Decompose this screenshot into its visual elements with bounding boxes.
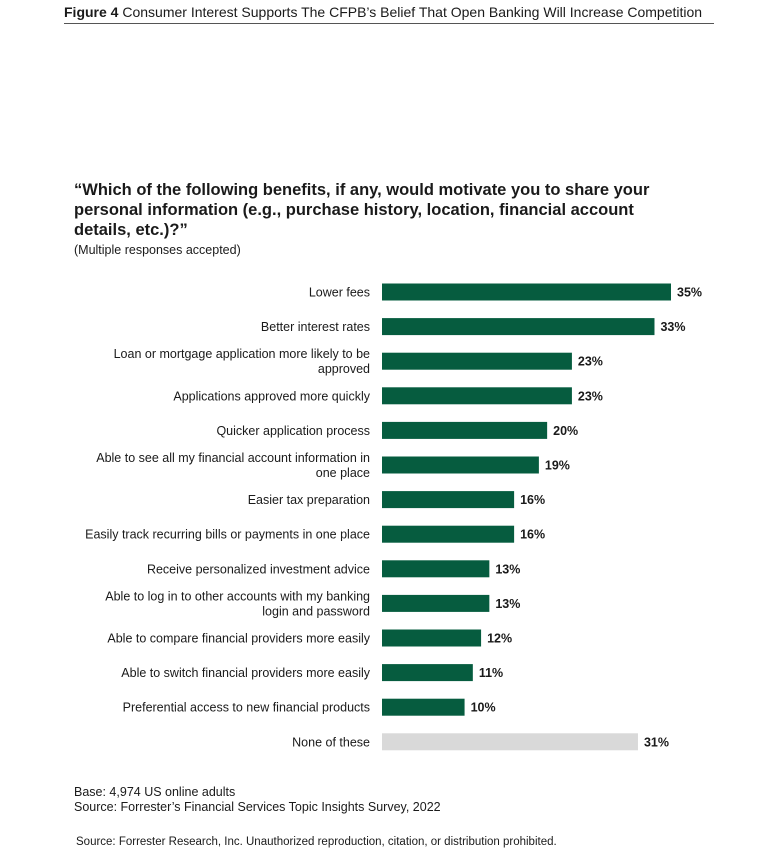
- value-label-1: 33%: [660, 320, 685, 334]
- category-label-5-line-0: Able to see all my financial account inf…: [96, 451, 370, 465]
- category-label-11: Able to switch financial providers more …: [121, 666, 370, 680]
- category-label-3: Applications approved more quickly: [173, 389, 370, 403]
- bar-11: [382, 664, 473, 682]
- bar-3: [382, 387, 572, 405]
- base-source-block: Base: 4,974 US online adults Source: For…: [74, 785, 441, 815]
- category-label-2-line-1: approved: [318, 362, 370, 376]
- figure-title-text: Consumer Interest Supports The CFPB’s Be…: [122, 4, 703, 20]
- survey-source: Source: Forrester’s Financial Services T…: [74, 800, 441, 814]
- bar-6: [382, 491, 515, 509]
- category-label-0: Lower fees: [309, 286, 370, 300]
- bar-9: [382, 594, 490, 612]
- value-label-6: 16%: [520, 493, 545, 507]
- category-label-5-line-1: one place: [316, 466, 370, 480]
- footer-source: Source: Forrester Research, Inc. Unautho…: [76, 836, 557, 848]
- bar-chart: 35% Lower fees 33% Better interest rates 23%…: [85, 283, 702, 751]
- bar-8: [382, 560, 490, 578]
- value-label-3: 23%: [578, 389, 603, 403]
- category-label-12: Preferential access to new financial pro…: [123, 701, 370, 715]
- category-label-10: Able to compare financial providers more…: [107, 632, 370, 646]
- value-label-12: 10%: [471, 701, 496, 715]
- value-label-11: 11%: [479, 666, 503, 680]
- category-label-9-line-0: Able to log in to other accounts with my…: [105, 589, 370, 603]
- value-label-13: 31%: [644, 735, 669, 749]
- bar-7: [382, 525, 515, 543]
- value-label-9: 13%: [495, 597, 520, 611]
- category-label-9-line-1: login and password: [262, 604, 370, 618]
- category-label-6: Easier tax preparation: [248, 493, 370, 507]
- bar-12: [382, 698, 465, 716]
- value-label-5: 19%: [545, 459, 570, 473]
- category-label-4: Quicker application process: [216, 424, 370, 438]
- value-label-4: 20%: [553, 424, 578, 438]
- bar-2: [382, 352, 572, 370]
- category-label-1: Better interest rates: [261, 320, 370, 334]
- bar-5: [382, 456, 539, 474]
- bar-10: [382, 629, 482, 647]
- value-label-0: 35%: [677, 286, 702, 300]
- category-label-8: Receive personalized investment advice: [147, 562, 370, 576]
- category-label-7: Easily track recurring bills or payments…: [85, 528, 370, 542]
- figure-label: Figure 4: [64, 4, 119, 20]
- bar-13: [382, 733, 638, 751]
- bar-1: [382, 318, 655, 336]
- value-label-10: 12%: [487, 632, 512, 646]
- survey-question: “Which of the following benefits, if any…: [74, 181, 650, 239]
- figure-title: Figure 4 Consumer Interest Supports The …: [64, 4, 714, 24]
- category-label-2-line-0: Loan or mortgage application more likely…: [114, 347, 370, 361]
- bar-0: [382, 283, 671, 301]
- bar-4: [382, 421, 548, 439]
- value-label-7: 16%: [520, 528, 545, 542]
- base-note: Base: 4,974 US online adults: [74, 785, 236, 799]
- value-label-8: 13%: [495, 562, 520, 576]
- value-label-2: 23%: [578, 355, 603, 369]
- responses-note: (Multiple responses accepted): [74, 243, 241, 257]
- category-label-13: None of these: [292, 735, 370, 749]
